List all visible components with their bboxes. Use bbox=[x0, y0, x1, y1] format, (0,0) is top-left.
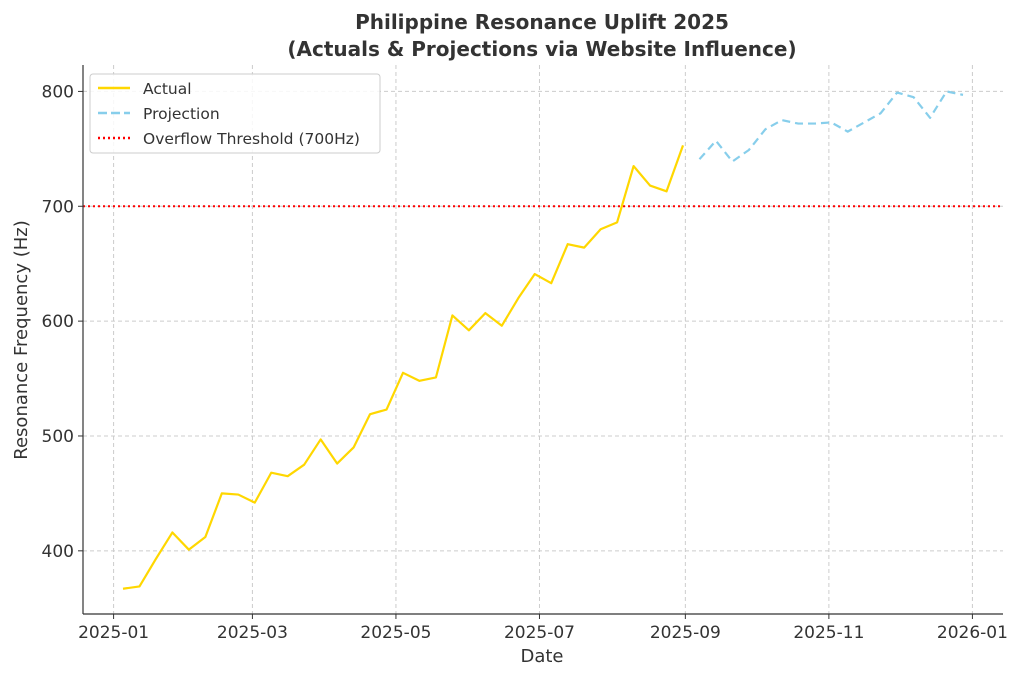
x-tick-label: 2025-07 bbox=[504, 623, 575, 643]
x-tick-label: 2025-03 bbox=[217, 623, 288, 643]
x-tick-label: 2026-01 bbox=[937, 623, 1008, 643]
y-tick-label: 800 bbox=[42, 82, 74, 102]
plot-marks bbox=[83, 91, 1003, 588]
legend-label-projection: Projection bbox=[143, 105, 220, 123]
x-tick-label: 2025-09 bbox=[650, 623, 721, 643]
legend: Actual Projection Overflow Threshold (70… bbox=[90, 74, 380, 153]
y-tick-label: 700 bbox=[42, 197, 74, 217]
x-tick-label: 2025-05 bbox=[360, 623, 431, 643]
x-tick-label: 2025-11 bbox=[793, 623, 864, 643]
y-tick-label: 500 bbox=[42, 427, 74, 447]
legend-label-actual: Actual bbox=[143, 80, 192, 98]
y-axis-label: Resonance Frequency (Hz) bbox=[11, 220, 32, 459]
x-tick-label: 2025-01 bbox=[78, 623, 149, 643]
y-tick-label: 400 bbox=[42, 542, 74, 562]
series-line-actual bbox=[123, 145, 683, 588]
chart-title-line-2: (Actuals & Projections via Website Influ… bbox=[287, 37, 796, 61]
y-tick-label: 600 bbox=[42, 312, 74, 332]
chart-title-line-1: Philippine Resonance Uplift 2025 bbox=[355, 10, 729, 34]
legend-label-threshold: Overflow Threshold (700Hz) bbox=[143, 130, 360, 148]
x-axis-label: Date bbox=[520, 646, 563, 667]
series-line-projection bbox=[699, 91, 963, 161]
